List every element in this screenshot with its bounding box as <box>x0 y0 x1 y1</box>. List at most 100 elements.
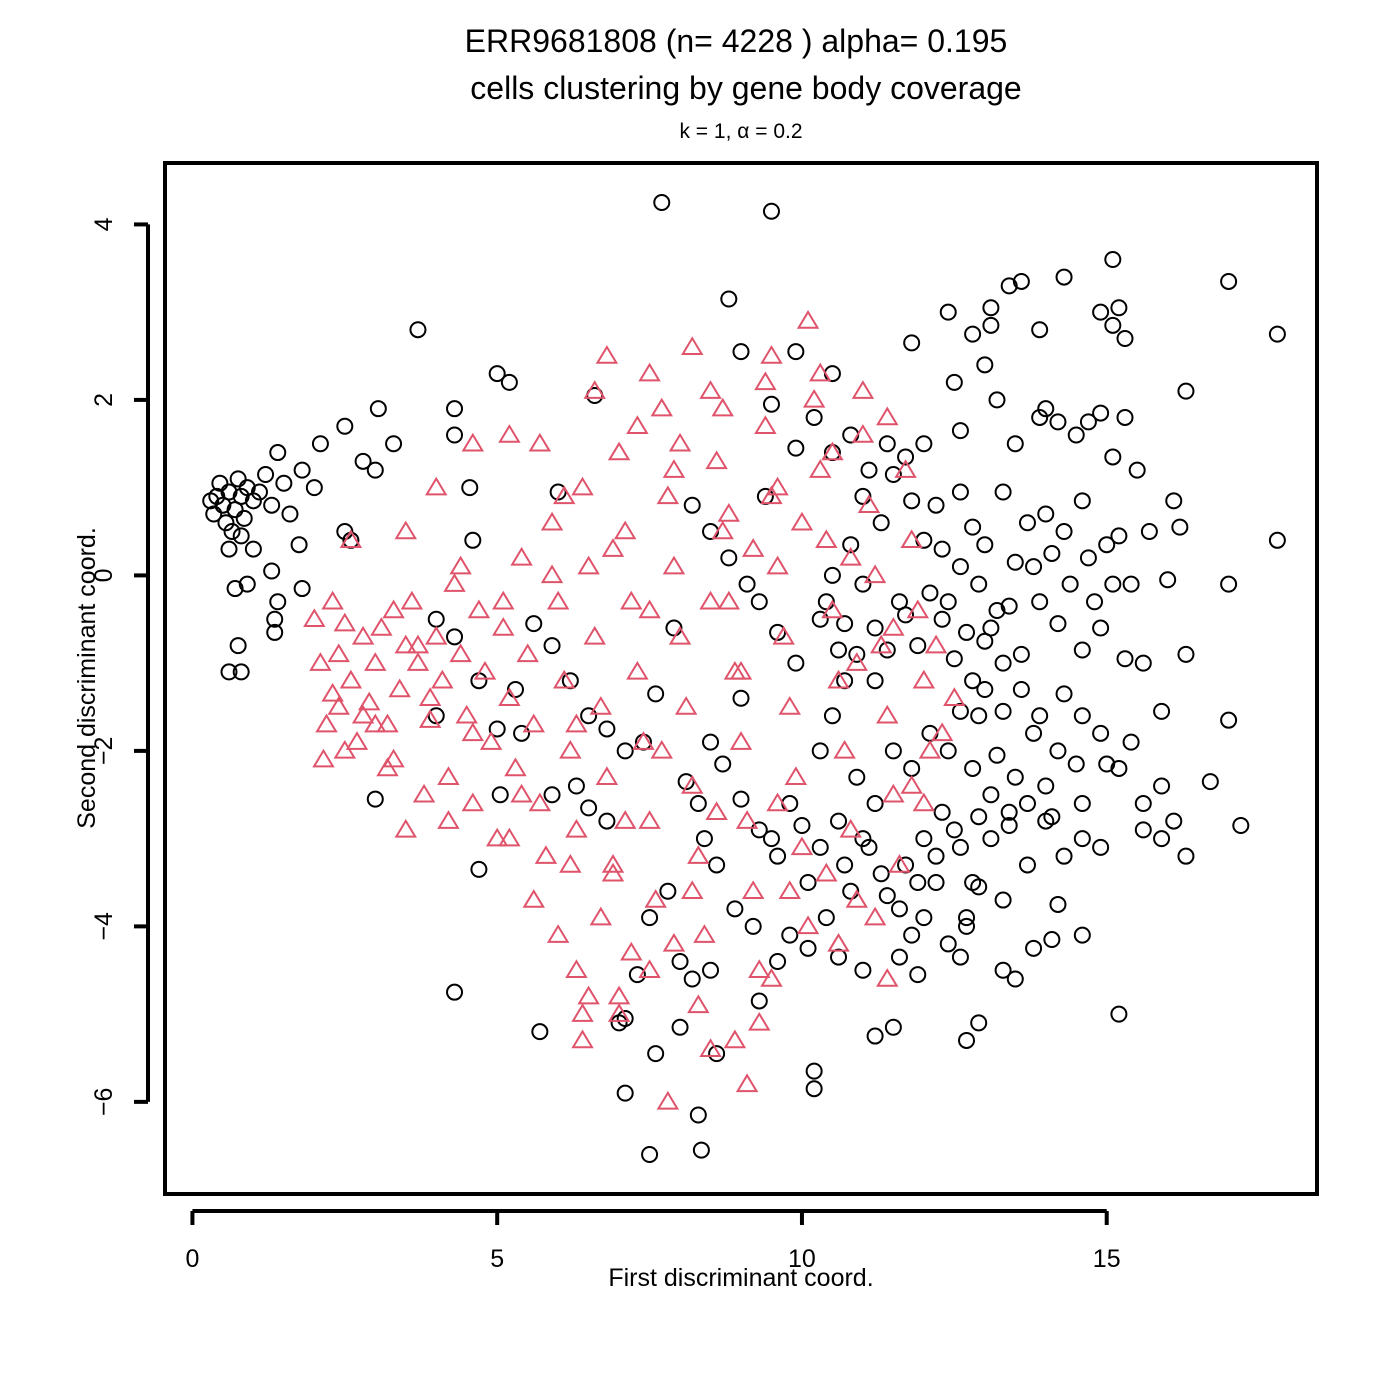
scatter-point-triangle <box>815 529 838 549</box>
scatter-point-triangle <box>906 599 929 619</box>
scatter-point-circle <box>525 615 543 633</box>
scatter-point-triangle <box>504 757 527 777</box>
scatter-point-circle <box>671 1018 689 1036</box>
scatter-point-triangle <box>815 862 838 882</box>
scatter-point-triangle <box>595 766 619 785</box>
scatter-point-triangle <box>546 590 570 610</box>
scatter-point-triangle <box>479 731 503 750</box>
x-tick-label: 0 <box>185 1245 199 1273</box>
y-tick-label: −4 <box>90 912 118 941</box>
plot-frame <box>163 161 1319 1196</box>
scatter-point-triangle <box>735 1073 759 1093</box>
scatter-point-circle <box>927 847 945 865</box>
scatter-point-triangle <box>370 617 393 636</box>
scatter-point-circle <box>866 619 884 637</box>
scatter-point-circle <box>1128 461 1146 479</box>
scatter-point-circle <box>229 637 247 655</box>
scatter-point-circle <box>726 900 744 918</box>
scatter-point-circle <box>933 540 951 558</box>
scatter-point-circle <box>470 672 488 690</box>
scatter-point-triangle <box>772 625 795 645</box>
scatter-point-triangle <box>882 617 905 636</box>
scatter-point-triangle <box>681 880 704 900</box>
scatter-point-circle <box>769 952 787 970</box>
scatter-point-triangle <box>571 1029 594 1049</box>
scatter-point-circle <box>217 514 235 532</box>
scatter-point-triangle <box>498 424 521 443</box>
scatter-point-circle <box>513 724 531 742</box>
scatter-point-triangle <box>876 704 899 724</box>
scatter-point-circle <box>366 461 384 479</box>
scatter-point-triangle <box>839 546 862 566</box>
scatter-point-circle <box>702 523 720 541</box>
scatter-point-circle <box>269 444 287 462</box>
scatter-point-circle <box>854 575 872 593</box>
scatter-point-triangle <box>388 678 411 698</box>
x-tick-label: 15 <box>1093 1245 1121 1273</box>
scatter-point-triangle <box>577 555 600 575</box>
scatter-point-circle <box>823 365 841 383</box>
scatter-point-circle <box>257 465 275 483</box>
scatter-point-circle <box>506 680 524 698</box>
scatter-point-circle <box>866 1027 884 1045</box>
scatter-point-triangle <box>741 538 765 557</box>
scatter-point-triangle <box>827 932 850 952</box>
scatter-point-circle <box>976 356 994 374</box>
scatter-point-circle <box>427 707 445 725</box>
scatter-point-circle <box>958 1031 976 1049</box>
scatter-point-circle <box>266 610 284 628</box>
scatter-point-circle <box>1031 593 1049 611</box>
scatter-point-circle <box>830 641 848 659</box>
x-axis-label: First discriminant coord. <box>608 1264 873 1292</box>
scatter-point-triangle <box>790 836 814 856</box>
scatter-point-triangle <box>412 783 436 803</box>
scatter-point-triangle <box>662 555 686 575</box>
scatter-point-triangle <box>754 415 777 434</box>
scatter-point-circle <box>689 795 707 813</box>
scatter-point-triangle <box>668 432 692 452</box>
scatter-point-triangle <box>607 1003 631 1022</box>
scatter-point-circle <box>366 790 384 808</box>
scatter-point-circle <box>1018 514 1036 532</box>
scatter-point-circle <box>769 623 787 641</box>
scatter-point-triangle <box>534 845 558 864</box>
scatter-point-triangle <box>711 397 734 417</box>
scatter-point-triangle <box>662 459 686 478</box>
scatter-point-circle <box>616 1010 634 1028</box>
scatter-point-triangle <box>833 739 856 759</box>
scatter-point-triangle <box>583 380 606 399</box>
scatter-point-circle <box>958 917 976 935</box>
scatter-point-circle <box>1006 970 1024 988</box>
scatter-point-circle <box>1031 408 1049 426</box>
scatter-point-circle <box>1232 816 1250 834</box>
scatter-point-circle <box>805 1080 823 1098</box>
scatter-point-circle <box>939 935 957 953</box>
scatter-point-circle <box>628 966 646 984</box>
scatter-point-triangle <box>620 590 643 610</box>
scatter-point-circle <box>720 290 738 308</box>
scatter-point-triangle <box>498 827 521 847</box>
scatter-point-circle <box>982 830 1000 848</box>
scatter-point-circle <box>1006 768 1024 786</box>
scatter-point-circle <box>787 439 805 457</box>
scatter-point-circle <box>951 838 969 856</box>
scatter-point-circle <box>220 663 238 681</box>
scatter-point-circle <box>1055 847 1073 865</box>
scatter-point-triangle <box>461 432 485 452</box>
scatter-point-circle <box>263 562 281 580</box>
scatter-point-triangle <box>510 783 533 803</box>
scatter-point-triangle <box>315 713 338 733</box>
scatter-point-circle <box>1025 939 1043 957</box>
chart-subtitle: k = 1, α = 0.2 <box>679 120 802 143</box>
scatter-point-triangle <box>876 406 899 426</box>
scatter-point-circle <box>1012 272 1030 290</box>
scatter-point-circle <box>970 575 988 593</box>
scatter-point-circle <box>1092 619 1110 637</box>
scatter-point-circle <box>915 531 933 549</box>
scatter-point-circle <box>290 536 308 554</box>
scatter-point-circle <box>598 812 616 830</box>
scatter-point-triangle <box>601 538 625 557</box>
scatter-point-circle <box>939 303 957 321</box>
scatter-point-triangle <box>339 529 363 549</box>
scatter-point-triangle <box>321 682 344 702</box>
